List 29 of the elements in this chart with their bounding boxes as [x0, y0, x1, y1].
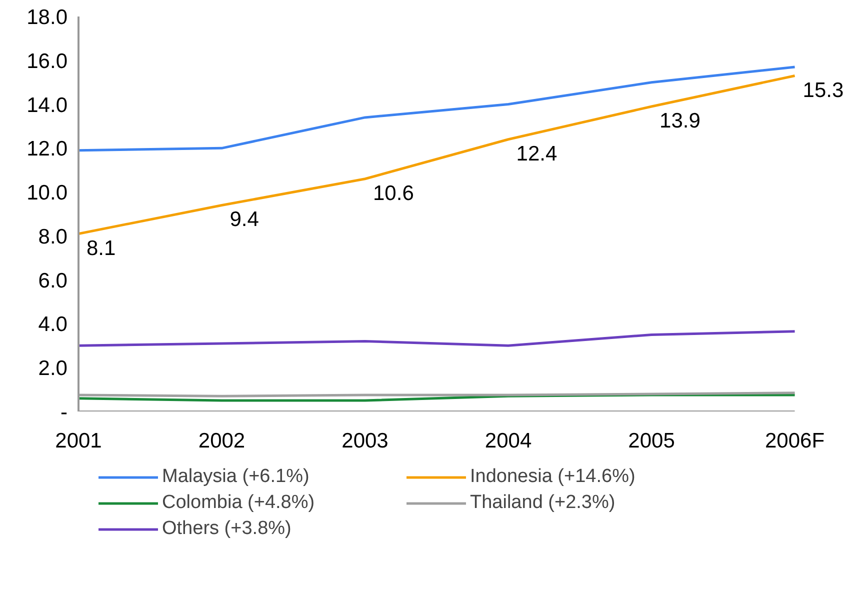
data-label: 8.1 [86, 236, 116, 260]
x-tick-label: 2006F [765, 430, 825, 452]
x-tick-label: 2002 [198, 430, 246, 452]
legend-label: Thailand (+2.3%) [470, 492, 616, 514]
x-tick-label: 2005 [628, 430, 675, 452]
legend-label: Others (+3.8%) [162, 518, 292, 540]
data-label: 13.9 [660, 109, 700, 132]
y-tick-label: 10.0 [26, 182, 68, 205]
line-series [78, 74, 796, 235]
y-tick-label: 12.0 [26, 138, 68, 161]
y-tick-label: 4.0 [38, 313, 68, 336]
x-tick-label: 2004 [484, 430, 532, 452]
y-tick-label: 16.0 [26, 50, 68, 73]
y-tick-label: 8.0 [38, 225, 68, 248]
legend-label: Malaysia (+6.1%) [162, 466, 310, 488]
data-label: 12.4 [516, 142, 558, 166]
legend-label: Indonesia (+14.6%) [470, 466, 636, 488]
data-label: 9.4 [230, 208, 260, 232]
y-tick-label: 18.0 [26, 6, 68, 29]
y-tick-label: 2.0 [38, 357, 68, 380]
line-series [78, 330, 796, 347]
y-tick-label: 14.0 [26, 94, 68, 117]
x-tick-label: 2003 [342, 430, 388, 452]
x-tick-label: 2001 [55, 430, 102, 452]
y-tick-label: - [60, 401, 68, 424]
data-label: 15.3 [802, 78, 844, 102]
data-label: 10.6 [373, 182, 414, 205]
y-tick-label: 6.0 [38, 269, 68, 292]
legend-label: Colombia (+4.8%) [162, 492, 316, 514]
